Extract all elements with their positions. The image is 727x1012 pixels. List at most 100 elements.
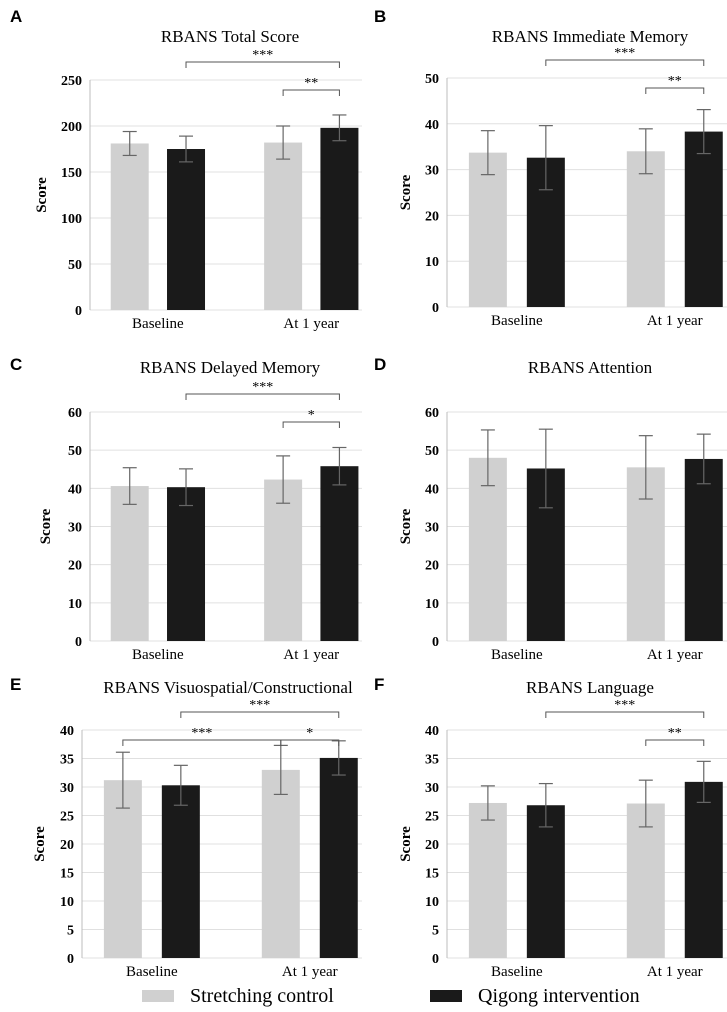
- bar: [626, 151, 665, 307]
- bar: [684, 458, 723, 641]
- significance-label: ***: [252, 48, 273, 63]
- chart-title: RBANS Delayed Memory: [140, 358, 321, 377]
- x-category-label: At 1 year: [647, 313, 703, 329]
- y-tick-label: 40: [60, 724, 74, 739]
- significance-bracket: [282, 421, 340, 428]
- y-tick-label: 0: [432, 301, 439, 316]
- bar: [261, 769, 300, 958]
- legend: Stretching control Qigong intervention: [0, 980, 727, 1010]
- x-category-label: Baseline: [132, 316, 184, 332]
- x-category-label: At 1 year: [283, 647, 339, 663]
- y-tick-label: 0: [75, 635, 82, 650]
- x-category-label: Baseline: [491, 647, 543, 663]
- y-tick-label: 40: [425, 118, 439, 133]
- y-tick-label: 15: [60, 867, 74, 882]
- bar: [167, 149, 206, 310]
- y-tick-label: 20: [425, 838, 439, 853]
- y-tick-label: 20: [425, 559, 439, 574]
- y-tick-label: 20: [68, 559, 82, 574]
- bar: [684, 781, 723, 958]
- panel-letter: C: [10, 355, 22, 374]
- significance-bracket: [645, 739, 705, 746]
- y-tick-label: 50: [425, 444, 439, 459]
- chart-title: RBANS Language: [526, 678, 654, 697]
- y-tick-label: 250: [61, 74, 82, 89]
- bar: [110, 486, 149, 641]
- y-tick-label: 10: [425, 895, 439, 910]
- y-tick-label: 10: [425, 255, 439, 270]
- chart-title: RBANS Visuospatial/Constructional: [103, 678, 353, 697]
- significance-bracket: [180, 711, 340, 718]
- y-axis-label: Score: [398, 826, 414, 862]
- x-category-label: At 1 year: [282, 964, 338, 980]
- y-tick-label: 200: [61, 120, 82, 135]
- bar: [526, 805, 565, 958]
- y-tick-label: 50: [68, 258, 82, 273]
- bar: [103, 780, 142, 958]
- significance-label: ***: [191, 726, 212, 741]
- bar: [320, 127, 359, 310]
- y-tick-label: 30: [425, 521, 439, 536]
- y-tick-label: 30: [425, 164, 439, 179]
- y-tick-label: 60: [425, 406, 439, 421]
- significance-bracket: [185, 61, 340, 68]
- bar: [468, 802, 507, 958]
- y-tick-label: 35: [425, 753, 439, 768]
- y-tick-label: 40: [425, 724, 439, 739]
- y-tick-label: 0: [67, 952, 74, 967]
- y-tick-label: 0: [432, 952, 439, 967]
- significance-label: **: [304, 76, 318, 91]
- y-tick-label: 20: [425, 209, 439, 224]
- significance-label: ***: [614, 46, 635, 61]
- y-tick-label: 40: [425, 482, 439, 497]
- y-tick-label: 10: [60, 895, 74, 910]
- x-category-label: At 1 year: [283, 316, 339, 332]
- bar: [319, 757, 358, 958]
- y-axis-label: Score: [34, 177, 50, 213]
- x-category-label: At 1 year: [647, 647, 703, 663]
- x-category-label: Baseline: [491, 313, 543, 329]
- chart-title: RBANS Total Score: [161, 27, 299, 46]
- bar: [161, 785, 200, 958]
- legend-label-control: Stretching control: [190, 984, 334, 1007]
- bar: [468, 457, 507, 641]
- y-tick-label: 30: [68, 521, 82, 536]
- y-tick-label: 25: [425, 810, 439, 825]
- y-tick-label: 35: [60, 753, 74, 768]
- x-category-label: Baseline: [491, 964, 543, 980]
- significance-label: **: [668, 726, 682, 741]
- panel-letter: A: [10, 7, 22, 26]
- panel-letter: E: [10, 675, 21, 694]
- legend-swatch-intervention: [430, 990, 462, 1002]
- bar: [264, 479, 303, 641]
- panel-letter: D: [374, 355, 386, 374]
- bar: [320, 466, 359, 641]
- y-tick-label: 10: [68, 597, 82, 612]
- bar: [110, 143, 149, 310]
- y-tick-label: 0: [75, 304, 82, 319]
- significance-bracket: [545, 711, 705, 718]
- y-axis-label: Score: [38, 508, 54, 544]
- legend-label-intervention: Qigong intervention: [478, 984, 640, 1007]
- chart-title: RBANS Attention: [528, 358, 653, 377]
- significance-label: *: [306, 726, 313, 741]
- y-tick-label: 15: [425, 867, 439, 882]
- significance-bracket: [280, 739, 340, 746]
- bar: [684, 131, 723, 307]
- legend-item-intervention: Qigong intervention: [430, 984, 640, 1008]
- y-tick-label: 30: [60, 781, 74, 796]
- significance-label: **: [668, 74, 682, 89]
- legend-swatch-control: [142, 990, 174, 1002]
- x-category-label: At 1 year: [647, 964, 703, 980]
- y-tick-label: 50: [68, 444, 82, 459]
- significance-label: ***: [249, 698, 270, 713]
- bar: [264, 142, 303, 310]
- significance-label: *: [308, 408, 315, 423]
- x-category-label: Baseline: [126, 964, 178, 980]
- y-axis-label: Score: [398, 508, 414, 544]
- y-tick-label: 0: [432, 635, 439, 650]
- bar: [167, 487, 206, 641]
- y-tick-label: 150: [61, 166, 82, 181]
- y-tick-label: 60: [68, 406, 82, 421]
- bar: [468, 152, 507, 307]
